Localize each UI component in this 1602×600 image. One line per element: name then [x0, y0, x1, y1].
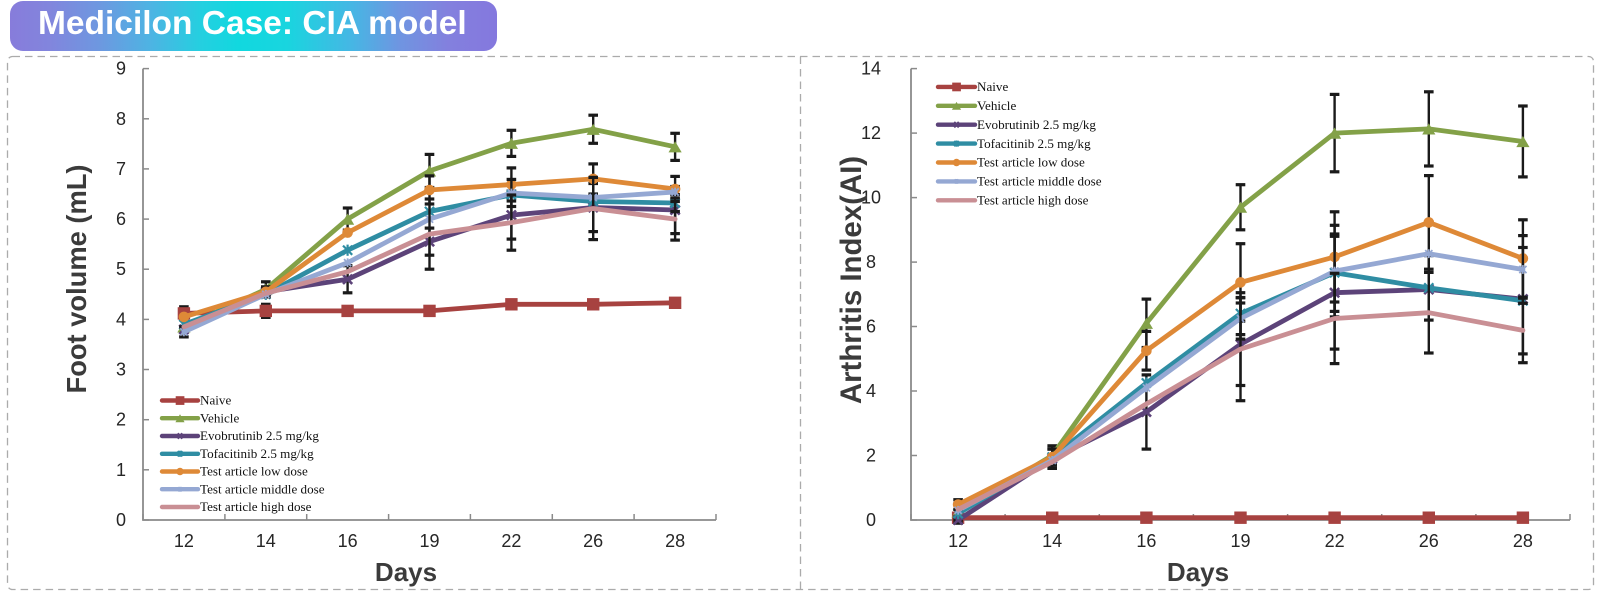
svg-text:16: 16 — [338, 531, 358, 551]
svg-text:22: 22 — [501, 531, 521, 551]
svg-text:26: 26 — [1419, 531, 1439, 551]
svg-text:1: 1 — [116, 460, 126, 480]
svg-text:19: 19 — [1230, 531, 1250, 551]
svg-text:12: 12 — [948, 531, 968, 551]
svg-text:14: 14 — [256, 531, 276, 551]
svg-text:Vehicle: Vehicle — [200, 410, 239, 425]
svg-text:Test article middle dose: Test article middle dose — [977, 174, 1102, 189]
svg-text:Test article high dose: Test article high dose — [977, 193, 1089, 208]
svg-text:19: 19 — [419, 531, 439, 551]
svg-text:7: 7 — [116, 159, 126, 179]
svg-text:Tofacitinib 2.5 mg/kg: Tofacitinib 2.5 mg/kg — [977, 136, 1091, 151]
svg-text:2: 2 — [866, 446, 876, 466]
svg-text:14: 14 — [1042, 531, 1062, 551]
svg-text:16: 16 — [1136, 531, 1156, 551]
svg-text:Test article low dose: Test article low dose — [977, 155, 1085, 170]
svg-text:Days: Days — [1167, 557, 1229, 587]
svg-text:Vehicle: Vehicle — [977, 98, 1016, 113]
svg-text:28: 28 — [1513, 531, 1533, 551]
svg-text:9: 9 — [116, 59, 126, 79]
svg-text:Naive: Naive — [977, 79, 1008, 94]
svg-text:Naive: Naive — [200, 393, 231, 408]
svg-text:Foot volume (mL): Foot volume (mL) — [61, 165, 92, 394]
svg-text:5: 5 — [116, 259, 126, 279]
svg-text:Evobrutinib 2.5 mg/kg: Evobrutinib 2.5 mg/kg — [200, 428, 319, 443]
svg-text:Test article high dose: Test article high dose — [200, 499, 312, 514]
svg-text:4: 4 — [116, 309, 126, 329]
svg-text:12: 12 — [861, 123, 881, 143]
svg-text:14: 14 — [861, 59, 881, 79]
svg-text:0: 0 — [116, 510, 126, 530]
svg-text:Days: Days — [375, 557, 437, 587]
svg-text:Tofacitinib 2.5 mg/kg: Tofacitinib 2.5 mg/kg — [200, 446, 314, 461]
svg-text:8: 8 — [116, 109, 126, 129]
svg-text:22: 22 — [1325, 531, 1345, 551]
svg-text:6: 6 — [866, 317, 876, 337]
svg-text:Evobrutinib 2.5 mg/kg: Evobrutinib 2.5 mg/kg — [977, 117, 1096, 132]
svg-text:2: 2 — [116, 410, 126, 430]
svg-text:Arthritis Index(AI): Arthritis Index(AI) — [835, 156, 868, 404]
svg-text:0: 0 — [866, 510, 876, 530]
svg-text:10: 10 — [861, 188, 881, 208]
svg-text:6: 6 — [116, 209, 126, 229]
svg-text:Test article middle dose: Test article middle dose — [200, 481, 325, 496]
svg-text:26: 26 — [583, 531, 603, 551]
svg-text:12: 12 — [174, 531, 194, 551]
svg-text:Test article low dose: Test article low dose — [200, 464, 308, 479]
svg-text:4: 4 — [866, 381, 876, 401]
svg-text:3: 3 — [116, 360, 126, 380]
svg-text:8: 8 — [866, 252, 876, 272]
svg-text:28: 28 — [665, 531, 685, 551]
